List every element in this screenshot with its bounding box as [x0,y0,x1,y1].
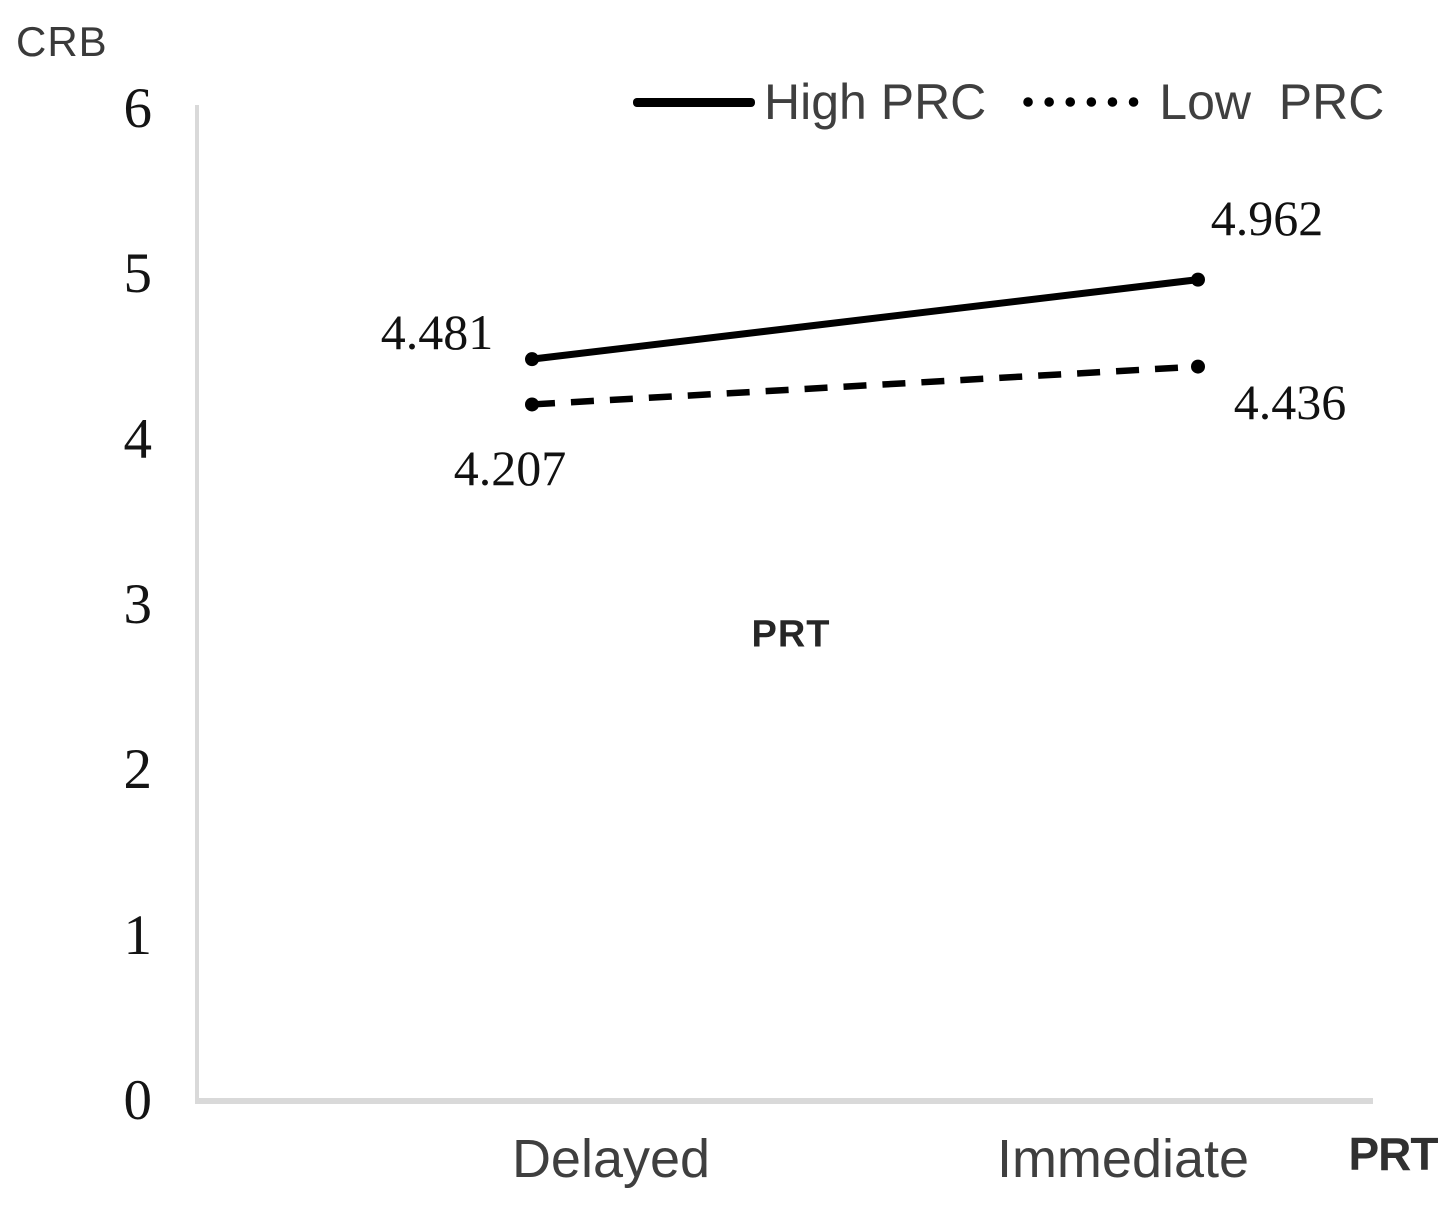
x-category-immediate: Immediate [996,1129,1250,1189]
low-prc-marker-immediate [1191,359,1205,374]
low-prc-line [531,363,1199,408]
high-prc-marker-delayed [525,352,539,367]
high-prc-solid-line-swatch [633,97,755,107]
high-prc-line [531,276,1199,363]
legend-label-high-prc: High PRC [764,74,987,130]
data-label-low-delayed: 4.207 [453,440,567,496]
data-label-high-immediate: 4.962 [1210,190,1324,246]
low-prc-marker-delayed [525,397,539,412]
legend-label-low-prc: Low PRC [1159,74,1385,130]
x-category-delayed: Delayed [511,1129,711,1189]
x-axis-title: PRT [1348,1128,1439,1180]
data-label-low-immediate: 4.436 [1233,374,1347,430]
y-tick-label-2: 2 [123,738,153,802]
data-label-high-delayed: 4.481 [380,304,494,360]
y-tick-label-1: 1 [123,903,153,967]
legend: High PRC Low PRC [633,76,1384,128]
high-prc-marker-immediate [1191,272,1205,287]
inner-prt-label: PRT [751,613,831,656]
y-tick-label-5: 5 [123,242,153,306]
y-axis-title: CRB [16,18,108,65]
low-prc-dotted-line-swatch [1023,97,1152,107]
y-tick-label-3: 3 [123,573,153,636]
y-tick-label-4: 4 [123,407,153,471]
y-tick-label-6: 6 [123,77,153,140]
y-tick-label-0: 0 [123,1069,153,1132]
